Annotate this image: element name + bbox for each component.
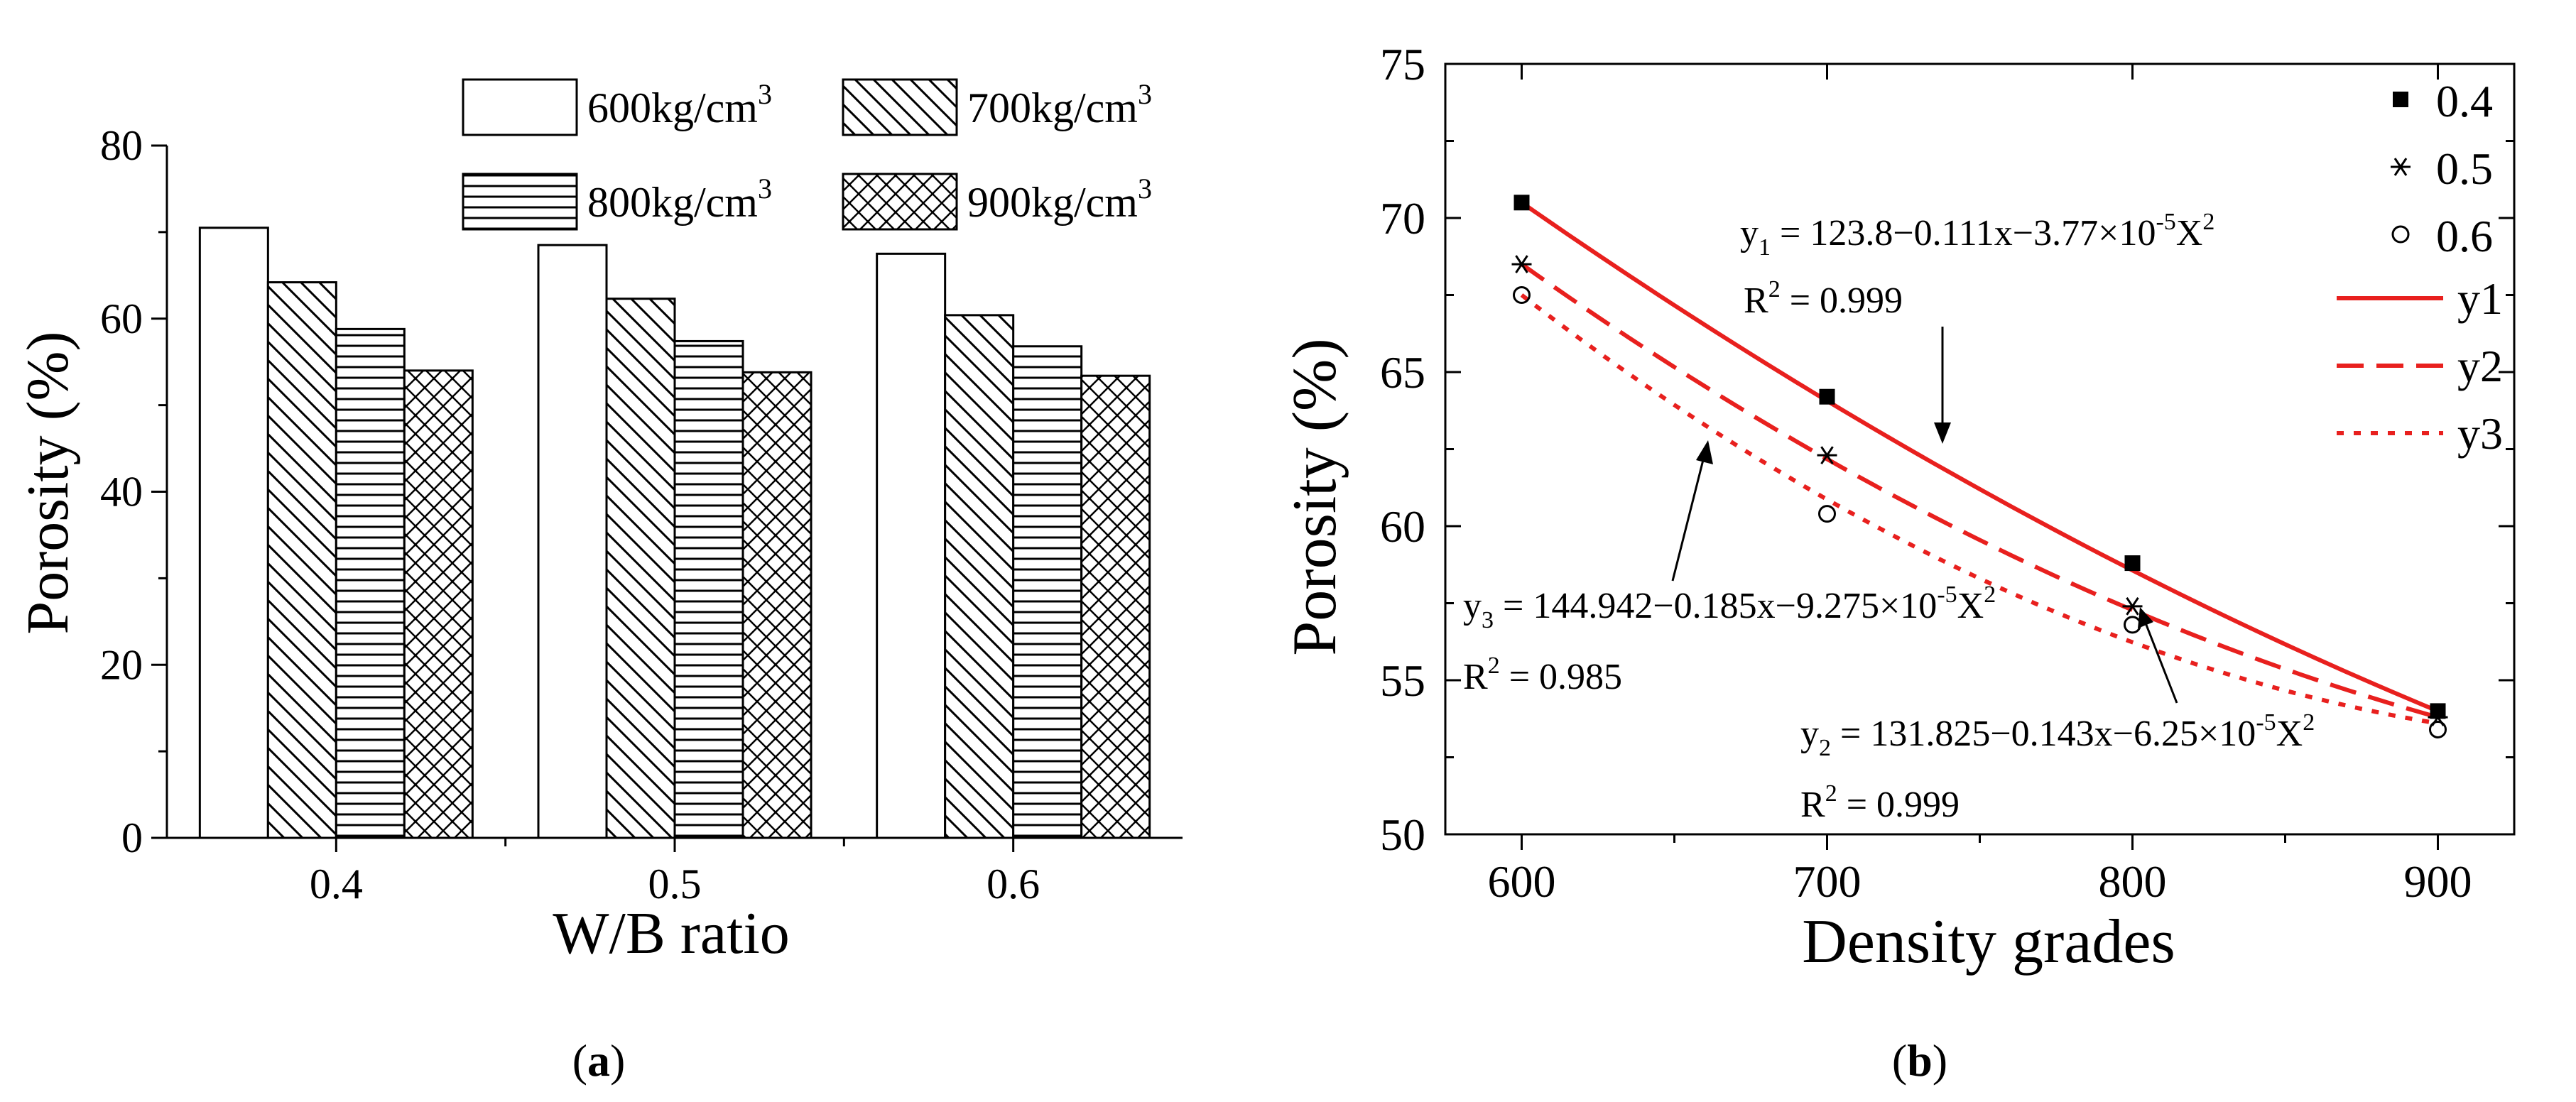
legend-marker <box>2391 225 2410 244</box>
fit-line-y2 <box>1520 262 2439 719</box>
panel-b-label: (b) <box>1892 1035 1947 1086</box>
y-tick-label: 20 <box>100 641 143 688</box>
legend-label: 600kg/cm3 <box>587 78 772 131</box>
y-tick-label: 65 <box>1380 347 1425 398</box>
y-tick-label: 40 <box>100 469 143 515</box>
arrowhead-y2 <box>2138 607 2153 628</box>
svg-text:R2 = 0.985: R2 = 0.985 <box>1463 653 1622 697</box>
y-tick-label: 60 <box>1380 501 1425 552</box>
point-0.5 <box>1511 255 1532 273</box>
chart-a-ticks: 0 20 40 60 80 0.4 0.5 0.6 <box>100 122 1040 907</box>
legend-label: 0.5 <box>2436 143 2493 194</box>
chart-b-points <box>1511 195 2448 738</box>
y-tick-label: 50 <box>1380 809 1425 860</box>
chart-b: 50 55 60 65 70 75 600 700 800 900 Porosity (%) De… <box>1281 39 2516 1086</box>
point-0.6 <box>2429 720 2447 738</box>
y-tick-label: 0 <box>121 814 143 861</box>
x-tick-label: 0.6 <box>987 861 1040 907</box>
point-0.6 <box>1513 286 1531 304</box>
arrowhead-y3 <box>1696 440 1713 464</box>
svg-text:y3 = 144.942−0.185x−9.275×10-5: y3 = 144.942−0.185x−9.275×10-5X2 <box>1463 582 1996 633</box>
x-tick-label: 900 <box>2404 856 2472 907</box>
svg-text:R2 = 0.999: R2 = 0.999 <box>1800 780 1960 825</box>
legend-label: 0.4 <box>2436 76 2493 126</box>
bar <box>741 371 813 839</box>
y-tick-label: 75 <box>1380 39 1425 89</box>
legend-marker-stroke <box>2393 158 2408 176</box>
bar <box>673 339 744 839</box>
point-0.5 <box>1817 446 1837 465</box>
point-0.4 <box>2124 555 2141 572</box>
panel-a-label: (a) <box>572 1035 626 1086</box>
x-tick-label: 0.4 <box>310 861 363 907</box>
arrowhead-y1 <box>1934 422 1951 444</box>
legend-label: 0.6 <box>2436 211 2493 261</box>
arrow-y2 <box>2143 621 2178 704</box>
y-tick-label: 80 <box>100 122 143 169</box>
chart-b-ticks: 50 55 60 65 70 75 600 700 800 900 <box>1380 39 2514 907</box>
y-tick-label: 55 <box>1380 655 1425 706</box>
legend-label: y2 <box>2457 341 2503 391</box>
svg-text:R2 = 0.999: R2 = 0.999 <box>1744 276 1903 321</box>
chart-b-fit-lines <box>1520 200 2439 726</box>
bar <box>1012 345 1083 839</box>
svg-text:y2 = 131.825−0.143x−6.25×10-5X: y2 = 131.825−0.143x−6.25×10-5X2 <box>1800 709 2315 761</box>
legend-swatch <box>842 78 958 136</box>
bar <box>876 252 947 839</box>
chart-a-legend: 600kg/cm3 700kg/cm3 800kg/cm3 900kg/cm3 <box>462 78 1152 231</box>
y-tick-label: 70 <box>1380 193 1425 244</box>
x-tick-label: 0.5 <box>648 861 702 907</box>
legend-marker <box>2393 92 2408 107</box>
bar <box>403 369 474 839</box>
legend-label: y3 <box>2457 408 2503 459</box>
legend-label: 700kg/cm3 <box>967 78 1152 131</box>
bar <box>944 314 1015 839</box>
legend-label: 900kg/cm3 <box>967 173 1152 226</box>
annotation-y1: y1 = 123.8−0.111x−3.77×10-5X2 R2 = 0.999 <box>1740 209 2214 444</box>
legend-swatch <box>462 78 578 136</box>
annotation-y2: y2 = 131.825−0.143x−6.25×10-5X2 R2 = 0.9… <box>1800 607 2315 825</box>
fit-line-y1 <box>1520 200 2439 714</box>
annotation-y3: y3 = 144.942−0.185x−9.275×10-5X2 R2 = 0.… <box>1463 440 1996 697</box>
bar <box>266 281 337 839</box>
chart-b-legend: 0.4 0.5 0.6 y1 y2 y3 <box>2337 76 2503 459</box>
bar <box>537 244 608 839</box>
point-0.6 <box>1818 505 1836 523</box>
y-tick-label: 60 <box>100 295 143 342</box>
chart-b-xlabel: Density grades <box>1802 907 2175 976</box>
point-0.5-stroke <box>2126 597 2139 616</box>
x-tick-label: 600 <box>1488 856 1556 907</box>
chart-a-ylabel: Porosity (%) <box>15 332 81 635</box>
chart-b-ylabel: Porosity (%) <box>1281 338 1349 655</box>
svg-text:y1 = 123.8−0.111x−3.77×10-5X2: y1 = 123.8−0.111x−3.77×10-5X2 <box>1740 209 2214 261</box>
point-0.4 <box>1513 195 1530 211</box>
bar <box>1080 374 1151 839</box>
bar <box>198 227 269 839</box>
chart-a-bars <box>198 227 1151 839</box>
arrow-y3 <box>1671 454 1706 582</box>
x-tick-label: 800 <box>2099 856 2167 907</box>
point-0.6 <box>2124 616 2141 634</box>
bar <box>605 298 676 839</box>
chart-a-xlabel: W/B ratio <box>553 900 790 966</box>
point-0.5-stroke <box>1515 255 1528 273</box>
legend-swatch <box>462 173 578 231</box>
x-tick-label: 700 <box>1793 856 1862 907</box>
legend-marker <box>2391 158 2411 176</box>
point-0.5 <box>2122 597 2143 616</box>
legend-swatch <box>842 173 958 231</box>
legend-label: y1 <box>2457 273 2503 324</box>
chart-a: 0 20 40 60 80 0.4 0.5 0.6 Porosity (%) W/B rati… <box>15 78 1183 1086</box>
fit-line-y3 <box>1520 293 2439 726</box>
point-0.4 <box>1819 388 1835 405</box>
bar <box>335 327 406 839</box>
legend-label: 800kg/cm3 <box>587 173 772 226</box>
point-0.4 <box>2430 703 2446 719</box>
point-0.5-stroke <box>1820 446 1834 465</box>
